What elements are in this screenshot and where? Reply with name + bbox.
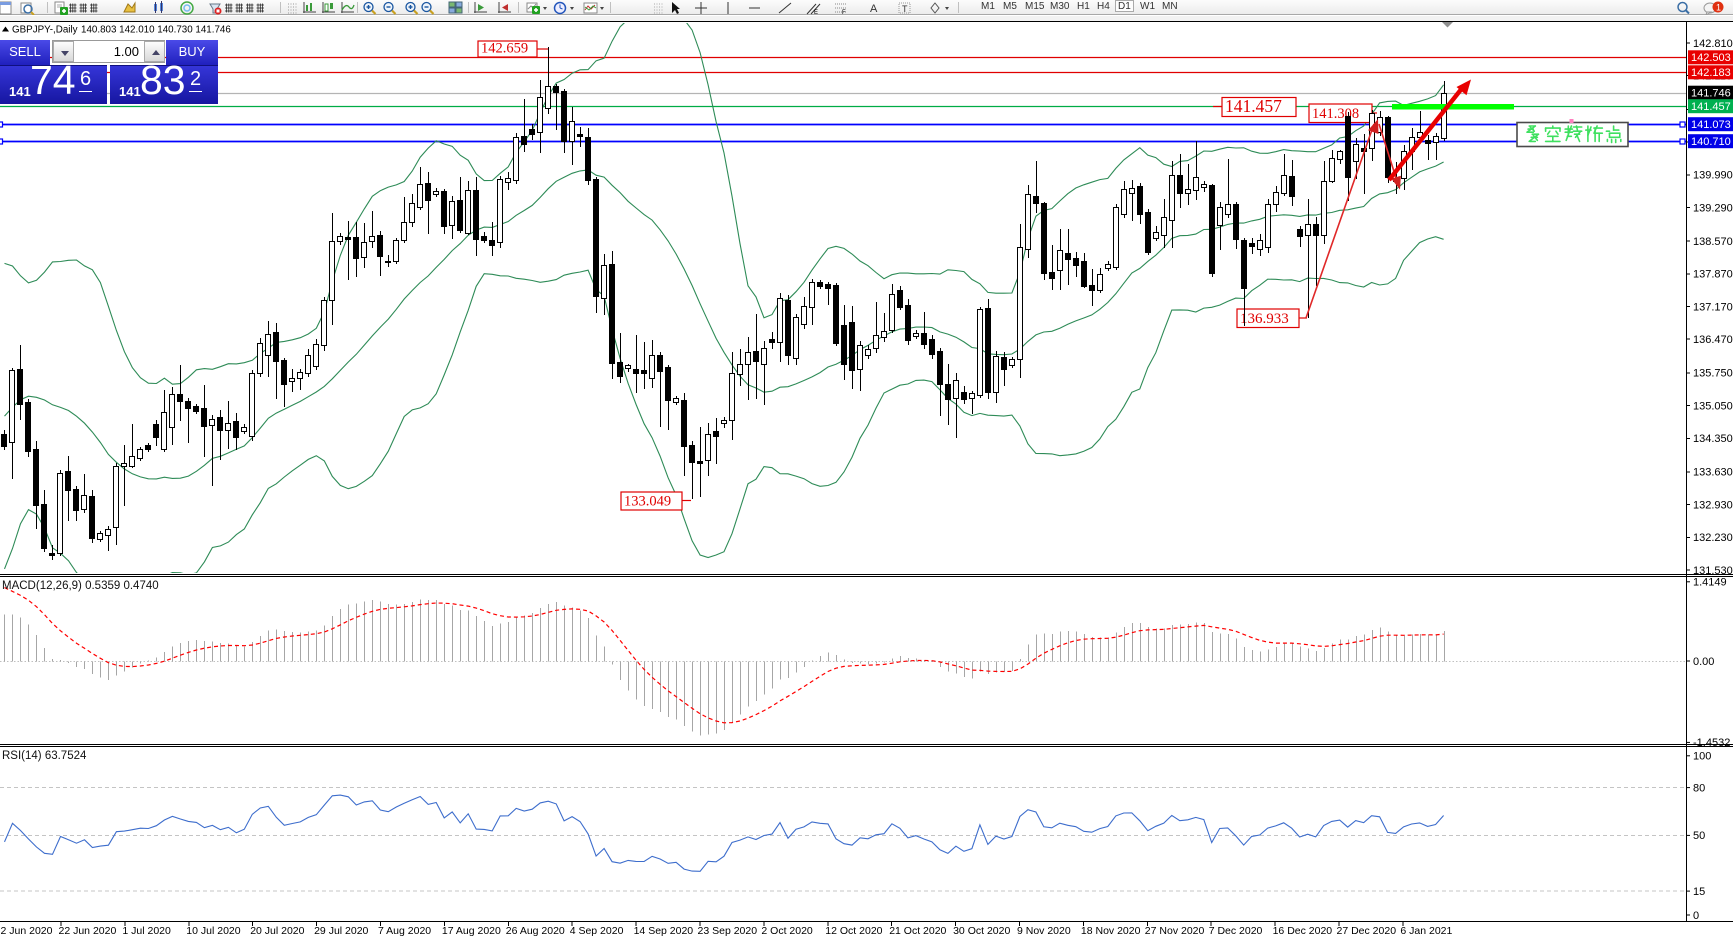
svg-text:137.170: 137.170: [1693, 301, 1733, 313]
svg-text:136.933: 136.933: [1240, 311, 1289, 327]
svg-text:10 Jul 2020: 10 Jul 2020: [186, 925, 240, 937]
svg-text:22 Jun 2020: 22 Jun 2020: [59, 925, 117, 937]
svg-text:-1.4532: -1.4532: [1693, 737, 1730, 749]
svg-text:141.073: 141.073: [1691, 119, 1731, 131]
svg-text:136.470: 136.470: [1693, 334, 1733, 346]
svg-text:135.050: 135.050: [1693, 400, 1733, 412]
svg-text:0: 0: [1693, 910, 1699, 922]
svg-text:A: A: [870, 3, 878, 15]
svg-text:135.750: 135.750: [1693, 368, 1733, 380]
svg-text:F: F: [842, 10, 846, 15]
svg-text:141.746: 141.746: [1691, 88, 1731, 100]
svg-text:133.630: 133.630: [1693, 467, 1733, 479]
svg-text:142.183: 142.183: [1691, 67, 1731, 79]
svg-text:MACD(12,26,9) 0.5359 0.4740: MACD(12,26,9) 0.5359 0.4740: [2, 580, 159, 592]
svg-text:2 Jun 2020: 2 Jun 2020: [1, 925, 53, 937]
svg-text:141.457: 141.457: [1225, 96, 1282, 116]
svg-text:132.930: 132.930: [1693, 499, 1733, 511]
svg-text:132.230: 132.230: [1693, 532, 1733, 544]
svg-text:138.570: 138.570: [1693, 236, 1733, 248]
svg-text:1.4149: 1.4149: [1693, 577, 1727, 589]
svg-text:6 Jan 2021: 6 Jan 2021: [1400, 925, 1452, 937]
svg-text:9 Nov 2020: 9 Nov 2020: [1017, 925, 1071, 937]
svg-text:139.290: 139.290: [1693, 202, 1733, 214]
svg-text:20 Jul 2020: 20 Jul 2020: [250, 925, 304, 937]
svg-text:140.803 142.010 140.730 141.74: 140.803 142.010 140.730 141.746: [81, 25, 231, 36]
svg-text:142.503: 142.503: [1691, 52, 1731, 64]
svg-text:15: 15: [1693, 886, 1705, 898]
svg-text:142.659: 142.659: [481, 41, 528, 57]
svg-text:7 Dec 2020: 7 Dec 2020: [1209, 925, 1263, 937]
svg-text:142.810: 142.810: [1693, 38, 1733, 50]
svg-text:18 Nov 2020: 18 Nov 2020: [1081, 925, 1141, 937]
svg-text:80: 80: [1693, 782, 1705, 794]
svg-text:140.710: 140.710: [1691, 136, 1731, 148]
svg-text:23 Sep 2020: 23 Sep 2020: [698, 925, 758, 937]
svg-text:26 Aug 2020: 26 Aug 2020: [506, 925, 565, 937]
svg-text:21 Oct 2020: 21 Oct 2020: [889, 925, 946, 937]
svg-text:29 Jul 2020: 29 Jul 2020: [314, 925, 368, 937]
svg-text:133.049: 133.049: [624, 494, 671, 510]
svg-text:141.457: 141.457: [1691, 101, 1731, 113]
svg-text:131.530: 131.530: [1693, 565, 1733, 577]
svg-text:50: 50: [1693, 830, 1705, 842]
svg-text:4 Sep 2020: 4 Sep 2020: [570, 925, 624, 937]
svg-text:134.350: 134.350: [1693, 433, 1733, 445]
svg-text:GBPJPY-,Daily: GBPJPY-,Daily: [12, 25, 78, 36]
svg-text:27 Dec 2020: 27 Dec 2020: [1337, 925, 1397, 937]
svg-text:17 Aug 2020: 17 Aug 2020: [442, 925, 501, 937]
svg-text:1 Jul 2020: 1 Jul 2020: [122, 925, 171, 937]
svg-text:1: 1: [1716, 3, 1721, 13]
svg-text:30 Oct 2020: 30 Oct 2020: [953, 925, 1010, 937]
svg-text:2 Oct 2020: 2 Oct 2020: [761, 925, 813, 937]
svg-text:139.990: 139.990: [1693, 170, 1733, 182]
svg-text:0.00: 0.00: [1693, 656, 1714, 668]
svg-text:E: E: [814, 10, 818, 15]
svg-text:14 Sep 2020: 14 Sep 2020: [634, 925, 694, 937]
svg-text:27 Nov 2020: 27 Nov 2020: [1145, 925, 1205, 937]
svg-text:T: T: [902, 4, 908, 14]
svg-text:RSI(14) 63.7524: RSI(14) 63.7524: [2, 750, 87, 762]
svg-text:137.870: 137.870: [1693, 269, 1733, 281]
svg-text:100: 100: [1693, 751, 1711, 763]
svg-text:7 Aug 2020: 7 Aug 2020: [378, 925, 431, 937]
svg-text:12 Oct 2020: 12 Oct 2020: [825, 925, 882, 937]
svg-text:141.308: 141.308: [1312, 106, 1359, 122]
svg-text:16 Dec 2020: 16 Dec 2020: [1273, 925, 1333, 937]
